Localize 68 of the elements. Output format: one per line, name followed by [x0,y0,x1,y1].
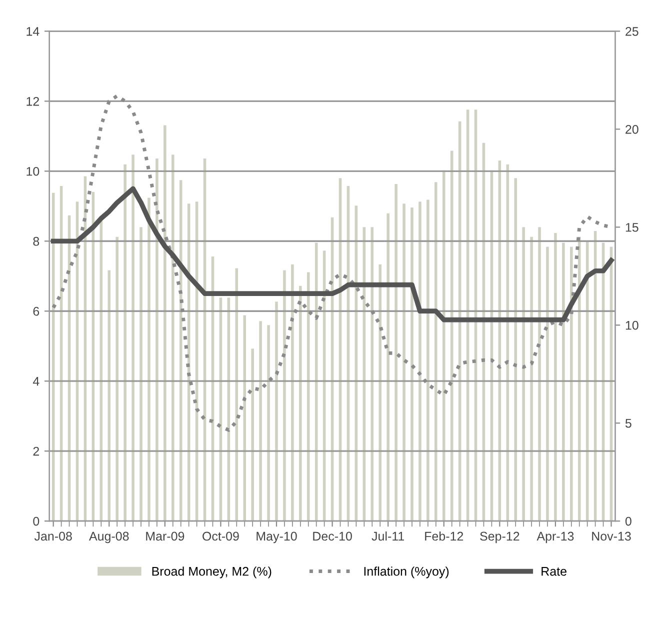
bar [291,264,294,522]
bar [299,286,302,522]
bar [378,264,382,522]
bar [116,236,118,522]
y-tick-label: 8 [33,236,40,246]
bar [442,170,446,522]
bar [306,272,310,522]
y-tick-label: 10 [26,166,40,176]
x-tick-label: May-10 [256,532,297,544]
bar [108,270,111,522]
bar [418,202,422,522]
bar [402,204,406,522]
x-tick-label: Sep-12 [480,532,520,544]
x-tick-label: Oct-09 [202,532,239,541]
bar [522,227,525,522]
bar [370,227,374,522]
y2-tick-label: 0 [625,516,632,526]
x-tick-label: Jul-11 [372,531,404,541]
bar [140,227,142,522]
bar [267,325,270,522]
bar [410,208,414,522]
bar [578,236,581,522]
bar [570,246,573,522]
bar [562,242,565,522]
line-series [50,186,614,322]
y2-tick-label: 25 [626,27,638,36]
bar [171,154,174,522]
x-tick-label: Feb-12 [425,531,464,541]
legend-label: Broad Money, M2 (%) [152,566,272,578]
x-tick-label: Jan-08 [34,532,72,541]
y-tick-label: 14 [26,27,40,36]
bar [514,178,517,522]
y-tick-label: 12 [26,96,39,106]
x-tick-label: Dec-10 [313,532,352,541]
bar [386,213,390,522]
legend-label: Rate [542,567,566,576]
legend-label: Inflation (%yoy) [364,566,449,578]
y2-tick-label: 15 [626,223,638,232]
y-tick-label: 0 [33,516,40,526]
bar [538,227,541,522]
x-tick-label: Aug-08 [89,532,129,544]
bar [506,164,510,522]
y2-tick-label: 5 [625,419,632,428]
bar [124,164,126,522]
bar [148,198,150,522]
x-tick-label: Mar-09 [146,532,184,541]
bar [243,315,246,522]
x-tick-label: Nov-13 [592,532,631,541]
y-tick-label: 6 [33,306,40,316]
y2-tick-label: 10 [626,320,638,330]
bar [283,270,286,522]
bar [530,236,533,522]
bar [164,125,166,522]
y2-tick-label: 20 [626,124,638,134]
bar [251,348,254,522]
bar [546,246,549,522]
y-tick-label: 2 [33,446,39,456]
bar [394,184,398,522]
bar [426,200,430,522]
bar [554,233,557,522]
bar [275,302,278,522]
y-tick-label: 4 [32,377,40,386]
bar [259,321,262,522]
bar [179,180,182,522]
x-tick-label: Apr-13 [536,532,574,544]
bar [156,158,158,522]
bar [132,154,134,522]
bar [434,182,438,522]
